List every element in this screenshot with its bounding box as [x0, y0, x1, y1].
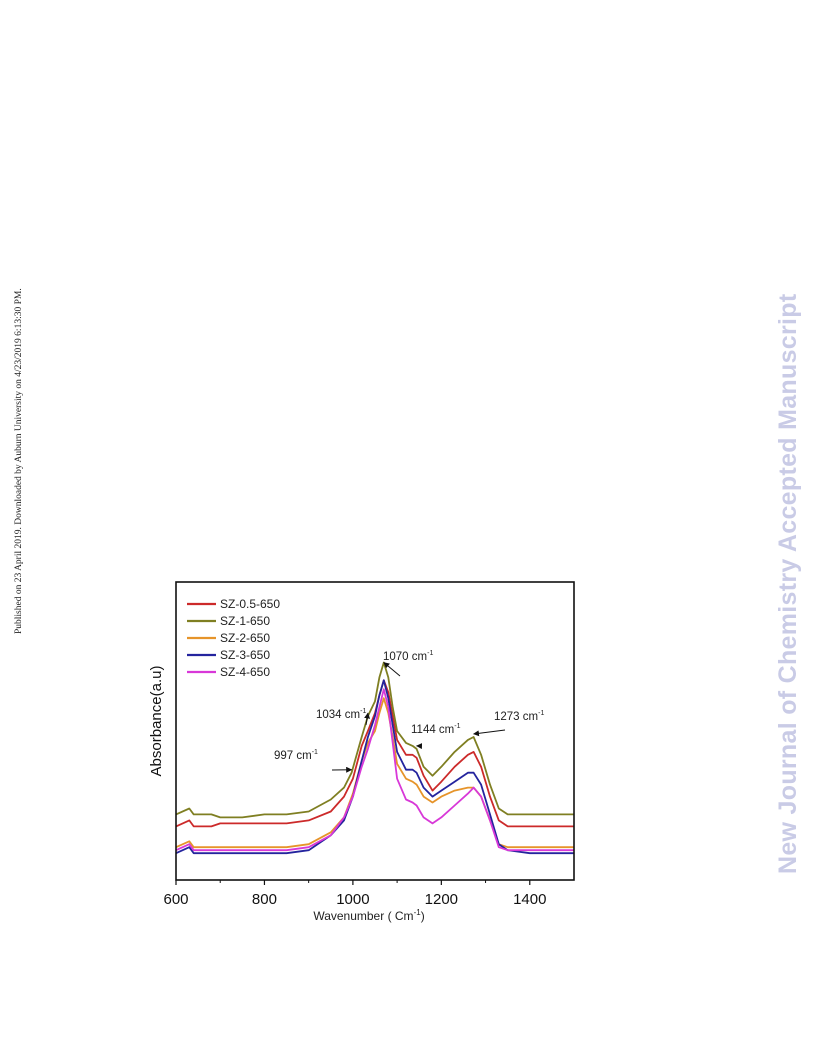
legend: SZ-0.5-650 SZ-1-650 SZ-2-650 SZ-3-650 SZ-4-6…: [187, 597, 280, 679]
plot-lines: [175, 661, 574, 855]
x-axis-title-main: Wavenumber ( Cm: [313, 909, 413, 923]
legend-label: SZ-1-650: [220, 614, 270, 628]
annotation-label: 997 cm-1: [274, 749, 318, 762]
series-line-1: [175, 661, 574, 819]
x-axis-ticks: 600 800 1000 1200 1400: [163, 880, 546, 908]
legend-label: SZ-2-650: [220, 631, 270, 645]
series-line-0: [175, 679, 574, 828]
x-tick-label: 1400: [513, 891, 546, 908]
x-tick-label: 1000: [336, 891, 369, 908]
x-tick-label: 600: [163, 891, 188, 908]
x-axis-title-sup: -1: [414, 908, 422, 917]
x-tick-label: 1200: [425, 891, 458, 908]
annotation-arrow: [473, 729, 506, 737]
annotations: 997 cm-1 1034 cm-1 1070 cm-1 1144 cm-1 1273 …: [274, 650, 544, 773]
series-line-3: [175, 679, 574, 855]
legend-label: SZ-4-650: [220, 665, 270, 679]
annotation-label: 1273 cm-1: [494, 710, 544, 723]
legend-label: SZ-3-650: [220, 648, 270, 662]
x-axis-title: Wavenumber ( Cm-1): [313, 908, 424, 923]
legend-label: SZ-0.5-650: [220, 597, 280, 611]
y-axis-title: Absorbance(a.u): [148, 666, 165, 777]
annotation-arrow: [364, 712, 371, 726]
annotation-label: 1144 cm-1: [411, 723, 461, 736]
x-tick-label: 800: [252, 891, 277, 908]
annotation-label: 1034 cm-1: [316, 708, 366, 721]
annotation-label: 1070 cm-1: [383, 650, 433, 663]
plot-frame: [175, 581, 575, 881]
annotation-arrow: [383, 662, 401, 677]
series-line-4: [175, 688, 574, 852]
x-axis-title-suffix: ): [421, 909, 425, 923]
